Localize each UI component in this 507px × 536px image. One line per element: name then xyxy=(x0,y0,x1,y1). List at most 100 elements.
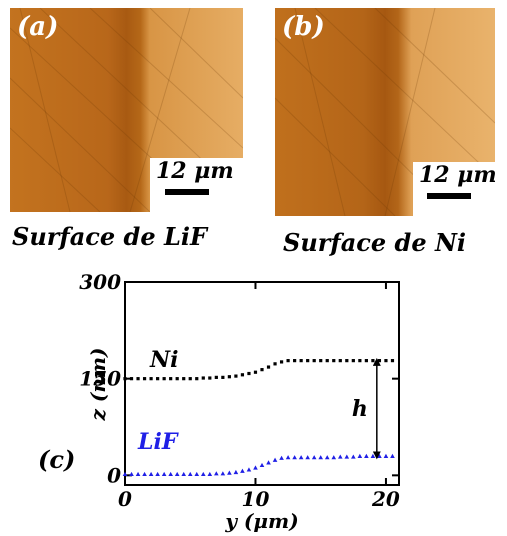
panel-letter-b: (b) xyxy=(282,12,325,42)
ni-point xyxy=(364,359,368,363)
ni-point xyxy=(195,377,199,381)
ni-point xyxy=(162,377,166,381)
ni-point xyxy=(273,362,277,366)
ni-point xyxy=(156,377,160,381)
ni-point xyxy=(338,359,342,363)
lif-point xyxy=(233,469,239,475)
ni-point xyxy=(234,374,238,378)
ni-point xyxy=(371,359,375,363)
lif-point xyxy=(135,471,141,477)
lif-point xyxy=(357,453,363,458)
lif-point xyxy=(279,455,284,460)
x-tick-label: 20 xyxy=(371,487,400,511)
lif-point xyxy=(305,455,310,460)
ni-point xyxy=(332,359,336,363)
ni-point xyxy=(345,359,349,363)
lif-point xyxy=(311,455,317,460)
lif-point xyxy=(364,453,369,458)
lif-point xyxy=(161,471,167,477)
lif-point xyxy=(370,453,376,458)
lif-point xyxy=(324,455,330,460)
lif-point xyxy=(351,454,356,459)
ni-point xyxy=(384,359,388,363)
ni-point xyxy=(377,359,382,363)
height-profile-chart: 0 150 300 0 10 20 Ni LiF h (c) z (nm) y (μm) xyxy=(38,270,400,533)
scale-label-b: 12 μm xyxy=(417,162,495,188)
ni-point xyxy=(351,359,355,363)
lif-point xyxy=(337,454,343,459)
ni-point xyxy=(260,368,264,372)
lif-point xyxy=(331,455,337,460)
ni-point xyxy=(299,359,303,363)
lif-point xyxy=(272,457,278,462)
ni-point xyxy=(201,376,205,380)
lif-point xyxy=(390,453,395,458)
ni-point xyxy=(221,375,225,379)
ni-point xyxy=(390,359,395,363)
lif-point xyxy=(227,470,232,475)
lif-point xyxy=(168,471,173,477)
ni-point xyxy=(306,359,310,363)
y-tick-label: 150 xyxy=(79,367,121,391)
lif-point xyxy=(253,465,258,470)
ni-point xyxy=(279,360,284,364)
lif-point xyxy=(318,455,324,460)
y-tick-label: 300 xyxy=(79,270,121,294)
lif-point xyxy=(246,467,252,472)
ni-point xyxy=(169,377,173,381)
lif-point xyxy=(174,471,180,477)
lif-point xyxy=(155,471,160,477)
scale-bar-a xyxy=(165,189,209,195)
plot-frame xyxy=(124,281,400,486)
lif-point xyxy=(187,471,193,477)
ni-point xyxy=(149,377,153,381)
lif-point xyxy=(220,471,226,476)
lif-point xyxy=(194,471,200,477)
afm-texture-lif xyxy=(10,8,243,212)
scale-label-a: 12 μm xyxy=(154,158,238,184)
lif-point xyxy=(200,471,206,477)
ni-point xyxy=(129,377,134,381)
panel-letter-a: (a) xyxy=(17,12,59,42)
ni-point xyxy=(286,359,290,363)
caption-a: Surface de LiF xyxy=(12,222,207,251)
ni-point xyxy=(208,376,212,380)
ni-point xyxy=(325,359,329,363)
lif-point xyxy=(181,471,187,477)
lif-point xyxy=(344,454,350,459)
x-tick-label: 0 xyxy=(118,487,132,511)
x-axis-label: y (μm) xyxy=(224,509,298,533)
lif-point xyxy=(298,455,304,460)
lif-point xyxy=(129,471,134,477)
ni-point xyxy=(266,365,271,369)
legend-label-ni: Ni xyxy=(149,347,178,373)
lif-point xyxy=(214,471,219,476)
lif-point xyxy=(377,453,382,458)
ni-point xyxy=(293,359,297,363)
ni-point xyxy=(227,375,231,379)
lif-point xyxy=(240,468,245,473)
lif-point xyxy=(122,471,128,477)
lif-point xyxy=(266,460,271,465)
ni-point xyxy=(188,377,192,381)
ni-point xyxy=(175,377,179,381)
ni-point xyxy=(253,370,258,374)
panel-letter-c: (c) xyxy=(38,445,75,474)
ni-point xyxy=(319,359,323,363)
ni-point xyxy=(214,375,218,379)
afm-image-ni: (b) 12 μm xyxy=(275,8,495,216)
y-axis: 0 150 300 xyxy=(79,270,399,487)
series-lif xyxy=(122,453,395,477)
lif-point xyxy=(285,455,291,460)
afm-image-lif: (a) 12 μm xyxy=(10,8,243,212)
ni-point xyxy=(358,359,362,363)
ni-point xyxy=(136,377,140,381)
ni-point xyxy=(142,377,147,381)
lif-point xyxy=(148,471,154,477)
legend-label-lif: LiF xyxy=(137,429,179,455)
ni-point xyxy=(312,359,316,363)
lif-point xyxy=(292,455,297,460)
ni-point xyxy=(240,373,245,377)
ni-point xyxy=(247,371,251,376)
ni-point xyxy=(182,377,186,381)
